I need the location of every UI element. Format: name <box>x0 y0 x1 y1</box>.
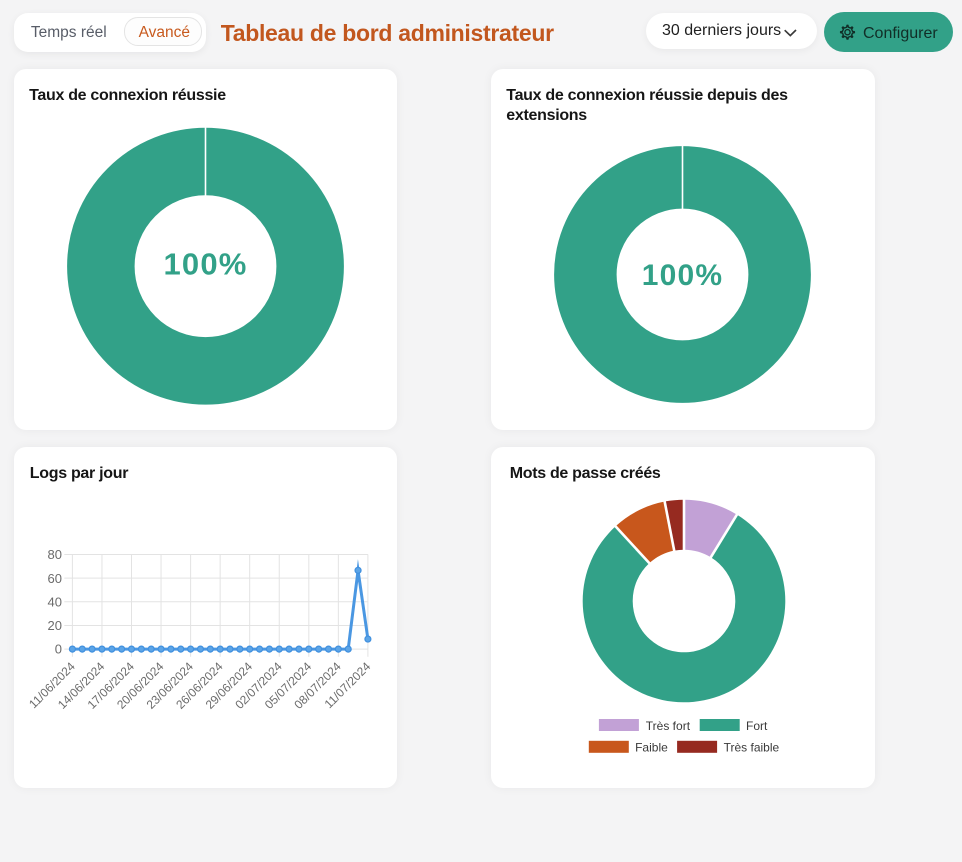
svg-text:80: 80 <box>48 547 62 562</box>
svg-text:Faible: Faible <box>635 741 668 755</box>
svg-text:40: 40 <box>48 594 62 609</box>
svg-text:0: 0 <box>55 642 62 657</box>
svg-text:Fort: Fort <box>746 719 768 733</box>
svg-text:60: 60 <box>48 571 62 586</box>
svg-text:Très faible: Très faible <box>724 741 780 755</box>
svg-text:100%: 100% <box>642 259 724 292</box>
svg-text:20: 20 <box>48 618 62 633</box>
svg-text:100%: 100% <box>163 247 247 282</box>
svg-text:Très fort: Très fort <box>646 719 691 733</box>
